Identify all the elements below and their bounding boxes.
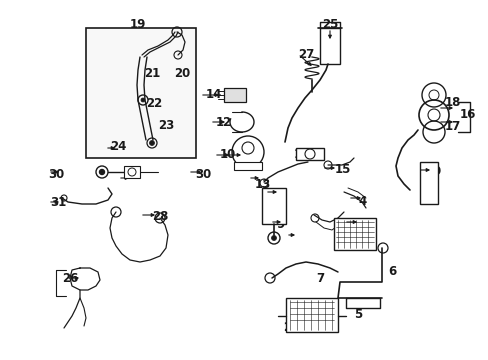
Text: 24: 24 [110,140,126,153]
Bar [234,162,262,170]
Circle shape [271,235,276,240]
Text: 9: 9 [275,218,284,231]
Bar [295,148,324,160]
Text: 5: 5 [353,308,362,321]
Text: 10: 10 [220,148,236,161]
Text: 26: 26 [62,272,78,285]
Text: 25: 25 [321,18,338,31]
Text: 28: 28 [152,210,168,223]
Text: 18: 18 [444,96,461,109]
Text: 8: 8 [268,187,277,200]
Text: 17: 17 [444,120,460,133]
Bar [224,88,245,102]
Bar [124,166,140,178]
Text: 19: 19 [129,18,146,31]
Text: 15: 15 [334,163,351,176]
Text: 31: 31 [50,196,66,209]
Circle shape [99,170,104,175]
Circle shape [149,140,154,145]
Text: 6: 6 [387,265,395,278]
Bar [333,218,375,250]
Text: 16: 16 [459,108,475,121]
Bar [319,28,339,64]
Text: 12: 12 [216,116,232,129]
Text: 27: 27 [297,48,314,61]
Text: 14: 14 [205,88,222,101]
Text: 11: 11 [293,148,309,161]
Text: 30: 30 [195,168,211,181]
Text: 1: 1 [345,218,352,231]
Text: 2: 2 [283,321,290,334]
Bar [285,298,337,332]
Text: 22: 22 [146,97,162,110]
Text: 3: 3 [351,220,359,233]
Text: 4: 4 [357,195,366,208]
Text: 13: 13 [254,178,271,191]
Bar [262,188,285,224]
Text: 21: 21 [143,67,160,80]
Text: 20: 20 [174,67,190,80]
Circle shape [141,98,145,102]
Bar [86,28,196,158]
Text: 7: 7 [315,272,324,285]
Text: 29: 29 [424,165,441,178]
Text: 23: 23 [158,119,174,132]
Text: 30: 30 [48,168,64,181]
Bar [419,162,437,204]
